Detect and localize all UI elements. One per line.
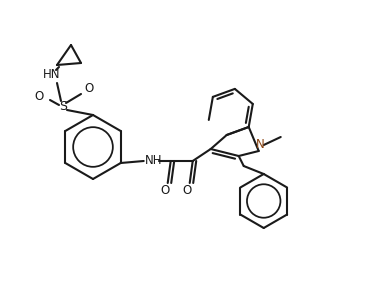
Text: O: O <box>34 91 44 103</box>
Text: NH: NH <box>145 154 162 168</box>
Text: O: O <box>182 184 192 198</box>
Text: N: N <box>256 139 265 152</box>
Text: HN: HN <box>43 68 61 80</box>
Text: S: S <box>59 101 67 113</box>
Text: O: O <box>84 82 93 95</box>
Text: O: O <box>160 184 169 198</box>
